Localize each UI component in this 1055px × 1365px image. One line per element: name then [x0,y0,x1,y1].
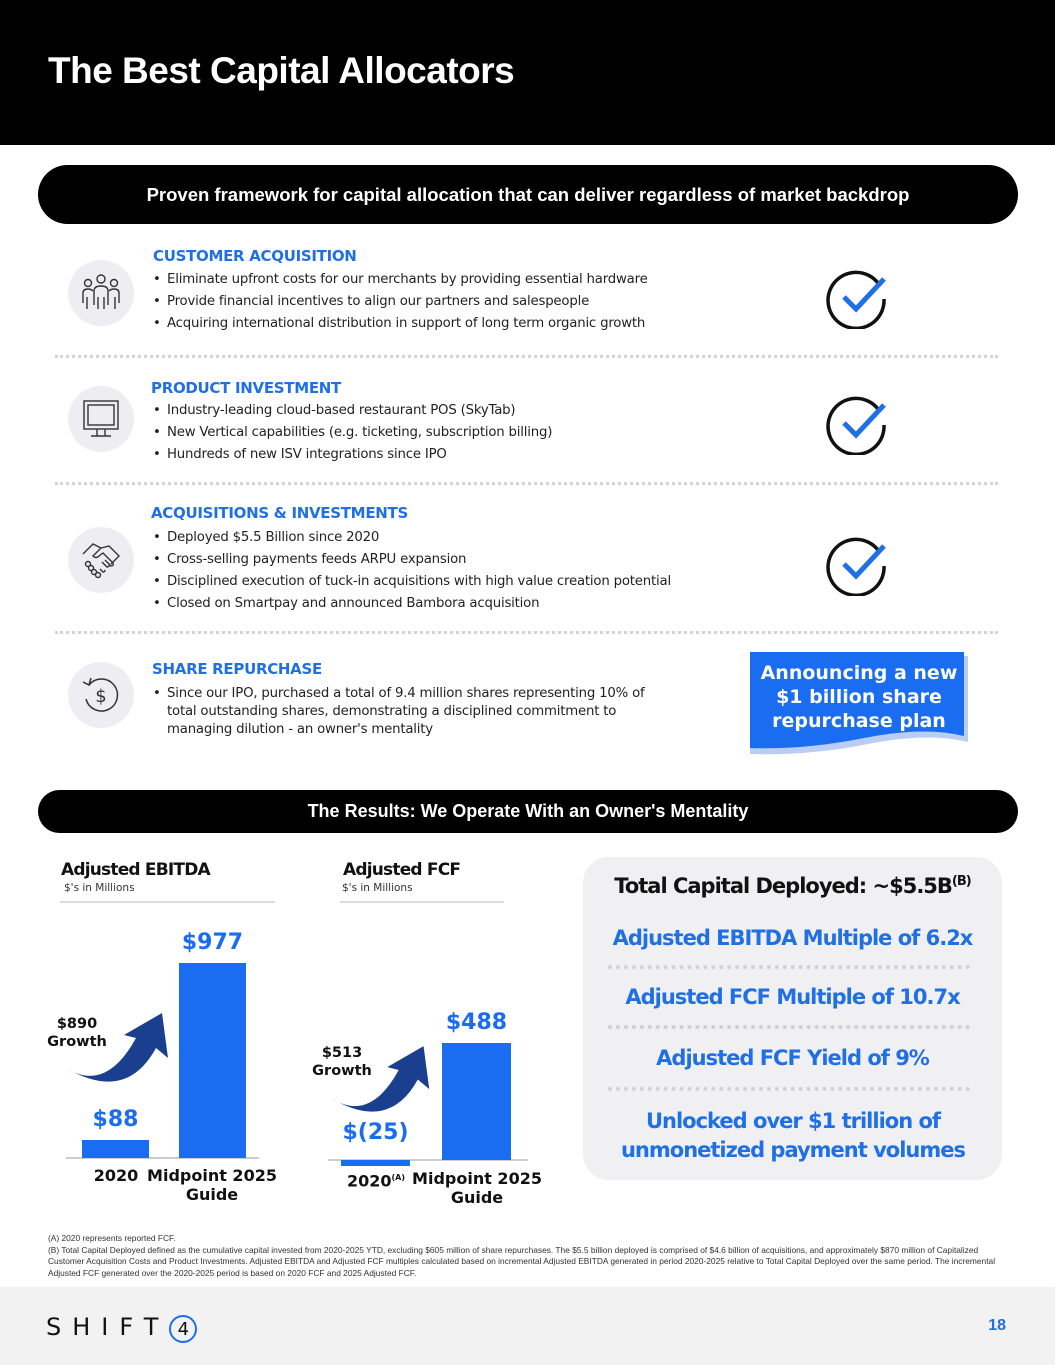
category-label: Midpoint 2025 Guide [412,1169,542,1207]
value-label: $488 [445,1009,508,1035]
header-bar [0,0,1055,145]
announcement-banner-shape [750,652,968,755]
panel-title: Total Capital Deployed: ~$5.5B(B) [614,874,971,898]
divider [55,631,998,634]
chart-subtitle: $'s in Millions [64,882,135,894]
chart-title: Adjusted EBITDA [61,860,211,880]
chart-subtitle: $'s in Millions [342,882,413,894]
value-label: $88 [92,1107,139,1133]
growth-annotation: $513 Growth [312,1045,372,1079]
growth-annotation: $890 Growth [47,1016,107,1050]
bullet: Since our IPO, purchased a total of 9.4 … [153,685,673,739]
section-title: PRODUCT INVESTMENT [151,379,341,397]
bullet: Industry-leading cloud-based restaurant … [153,400,552,422]
bullet: Acquiring international distribution in … [153,313,648,335]
category-label: Midpoint 2025 Guide [147,1166,277,1204]
page-number: 18 [988,1317,1006,1334]
divider [608,1087,970,1091]
panel-item: Adjusted FCF Multiple of 10.7x [625,985,960,1009]
dollar-refresh-icon: $ [68,662,134,728]
bullet: Hundreds of new ISV integrations since I… [153,444,552,466]
people-group-icon [68,260,134,326]
value-label: $977 [181,929,244,955]
chart-title: Adjusted FCF [343,860,461,880]
bar-2020 [341,1160,410,1166]
bullet: New Vertical capabilities (e.g. ticketin… [153,422,552,444]
chart-baseline [328,1159,528,1161]
results-banner: The Results: We Operate With an Owner's … [38,790,1018,833]
handshake-icon [68,527,134,593]
page-title: The Best Capital Allocators [48,50,515,91]
bullet: Cross-selling payments feeds ARPU expans… [153,549,671,571]
divider [608,1025,970,1029]
chart-baseline [66,1157,259,1159]
announcement-text: Announcing a new $1 billion share repurc… [760,662,958,732]
logo-ring-4: 4 [169,1315,198,1343]
bullet: Eliminate upfront costs for our merchant… [153,269,648,291]
bullet: Disciplined execution of tuck-in acquisi… [153,571,671,593]
section-title: SHARE REPURCHASE [152,660,322,678]
bar-2020 [82,1140,149,1158]
bar-2025-guide [442,1042,511,1160]
shift4-logo: SHIFT 4 [46,1313,198,1343]
growth-arrow-icon [66,1013,168,1082]
value-label: $(25) [342,1120,409,1145]
panel-item: Adjusted FCF Yield of 9% [656,1046,930,1070]
divider [608,965,970,969]
divider [340,901,504,903]
framework-banner: Proven framework for capital allocation … [38,165,1018,224]
footnotes: (A) 2020 represents reported FCF. (B) Tot… [48,1233,996,1278]
capital-deployed-panel [583,857,1002,1180]
section-title: ACQUISITIONS & INVESTMENTS [151,504,408,522]
section-title: CUSTOMER ACQUISITION [153,247,357,265]
divider [55,355,998,358]
bullet: Provide financial incentives to align ou… [153,291,648,313]
checkmark-icon [826,396,886,455]
bullet: Closed on Smartpay and announced Bambora… [153,593,671,615]
category-label: 2020 [93,1166,139,1185]
monitor-icon [68,386,134,452]
panel-item: Adjusted EBITDA Multiple of 6.2x [612,926,974,950]
divider [60,901,275,903]
growth-arrow-icon [331,1046,430,1112]
checkmark-icon [826,270,886,329]
bar-2025-guide [179,962,246,1158]
bullet: Deployed $5.5 Billion since 2020 [153,527,671,549]
svg-text:$: $ [95,686,106,707]
divider [55,482,998,485]
panel-item: Unlocked over $1 trillion of unmonetized… [620,1109,966,1162]
checkmark-icon [826,537,886,596]
category-label: 2020(A) [346,1171,406,1191]
